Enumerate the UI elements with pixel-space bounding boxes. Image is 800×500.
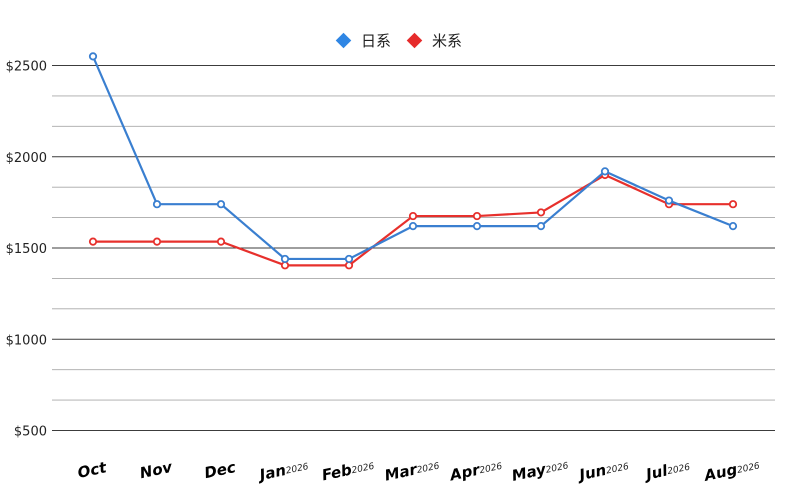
y-tick-label: $2500: [6, 60, 47, 75]
series-1-point: [728, 200, 738, 209]
series-line-1: [93, 173, 733, 267]
series-1-point: [280, 261, 290, 270]
series-0-point: [152, 200, 162, 209]
legend-label-series-0: 日系: [360, 32, 391, 50]
y-tick-label: $1500: [6, 242, 47, 257]
x-tick-label: Aug2026: [702, 455, 762, 485]
x-tick-label: Oct: [76, 458, 109, 482]
x-tick-label: Apr2026: [447, 456, 503, 485]
series-1-point: [88, 237, 98, 246]
y-tick-label: $500: [14, 425, 47, 440]
legend-label-series-1: 米系: [432, 32, 463, 50]
x-tick-label: Mar2026: [383, 455, 441, 484]
legend: 日系 米系: [0, 30, 800, 51]
x-tick-label: Dec: [203, 458, 238, 482]
legend-item-series-0: 日系: [335, 30, 391, 51]
x-tick-label: Nov: [138, 458, 175, 483]
legend-item-series-1: 米系: [406, 30, 463, 51]
series-0-point: [344, 254, 354, 264]
x-tick-label: Jan2026: [255, 456, 310, 485]
series-0-point: [536, 222, 546, 231]
y-tick-label: $2000: [6, 151, 47, 166]
x-tick-label: Jul2026: [641, 457, 691, 485]
series-1-point: [408, 211, 418, 221]
series-1-point: [216, 237, 226, 246]
series-1-point: [536, 208, 546, 217]
series-0-point: [664, 196, 674, 205]
series-1-point: [472, 211, 482, 221]
x-tick-label: May2026: [510, 455, 570, 485]
series-0-point: [728, 222, 738, 231]
x-tick-label: Feb2026: [320, 456, 376, 485]
series-0-point: [88, 52, 98, 61]
series-0-point: [600, 167, 610, 176]
series-0-point: [280, 254, 290, 264]
x-tick-label: Jun2026: [575, 456, 631, 485]
series-0-point: [216, 200, 226, 209]
series-1-point: [152, 237, 162, 246]
y-tick-label: $1000: [6, 333, 47, 348]
series-1-point: [344, 261, 354, 270]
series-0-point: [408, 222, 418, 231]
series-0-point: [472, 222, 482, 231]
